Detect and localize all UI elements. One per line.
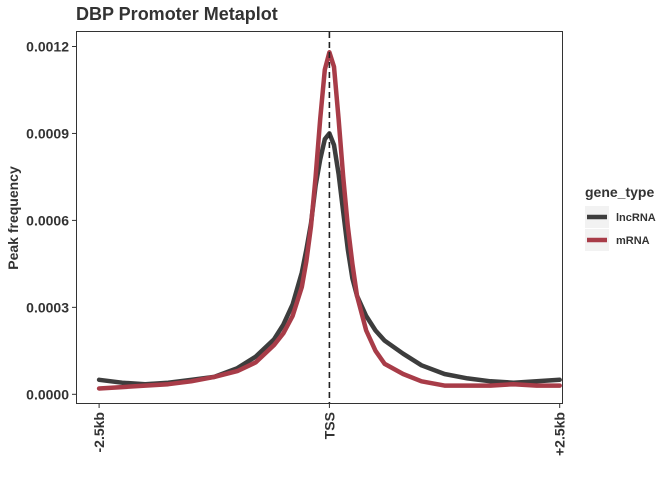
x-tick-label: +2.5kb (552, 412, 568, 456)
y-tick-label: 0.0012 (26, 38, 69, 54)
y-axis: 0.0000 0.0003 0.0006 0.0009 0.0012 (26, 38, 77, 402)
y-tick-label: 0.0006 (26, 212, 69, 228)
legend-label: mRNA (616, 235, 650, 247)
y-tick-label: 0.0009 (26, 125, 69, 141)
legend-label: lncRNA (616, 212, 656, 224)
y-tick-label: 0.0003 (26, 299, 69, 315)
plot-panel-border (76, 31, 563, 404)
x-tick-label: TSS (321, 412, 337, 439)
chart-title: DBP Promoter Metaplot (76, 4, 278, 24)
y-axis-label: Peak frequency (5, 166, 21, 270)
x-tick-label: -2.5kb (91, 412, 107, 452)
legend: gene_type lncRNA mRNA (585, 184, 656, 251)
legend-title: gene_type (585, 184, 654, 200)
y-tick-label: 0.0000 (26, 386, 69, 402)
x-axis: -2.5kb TSS +2.5kb (91, 403, 568, 456)
